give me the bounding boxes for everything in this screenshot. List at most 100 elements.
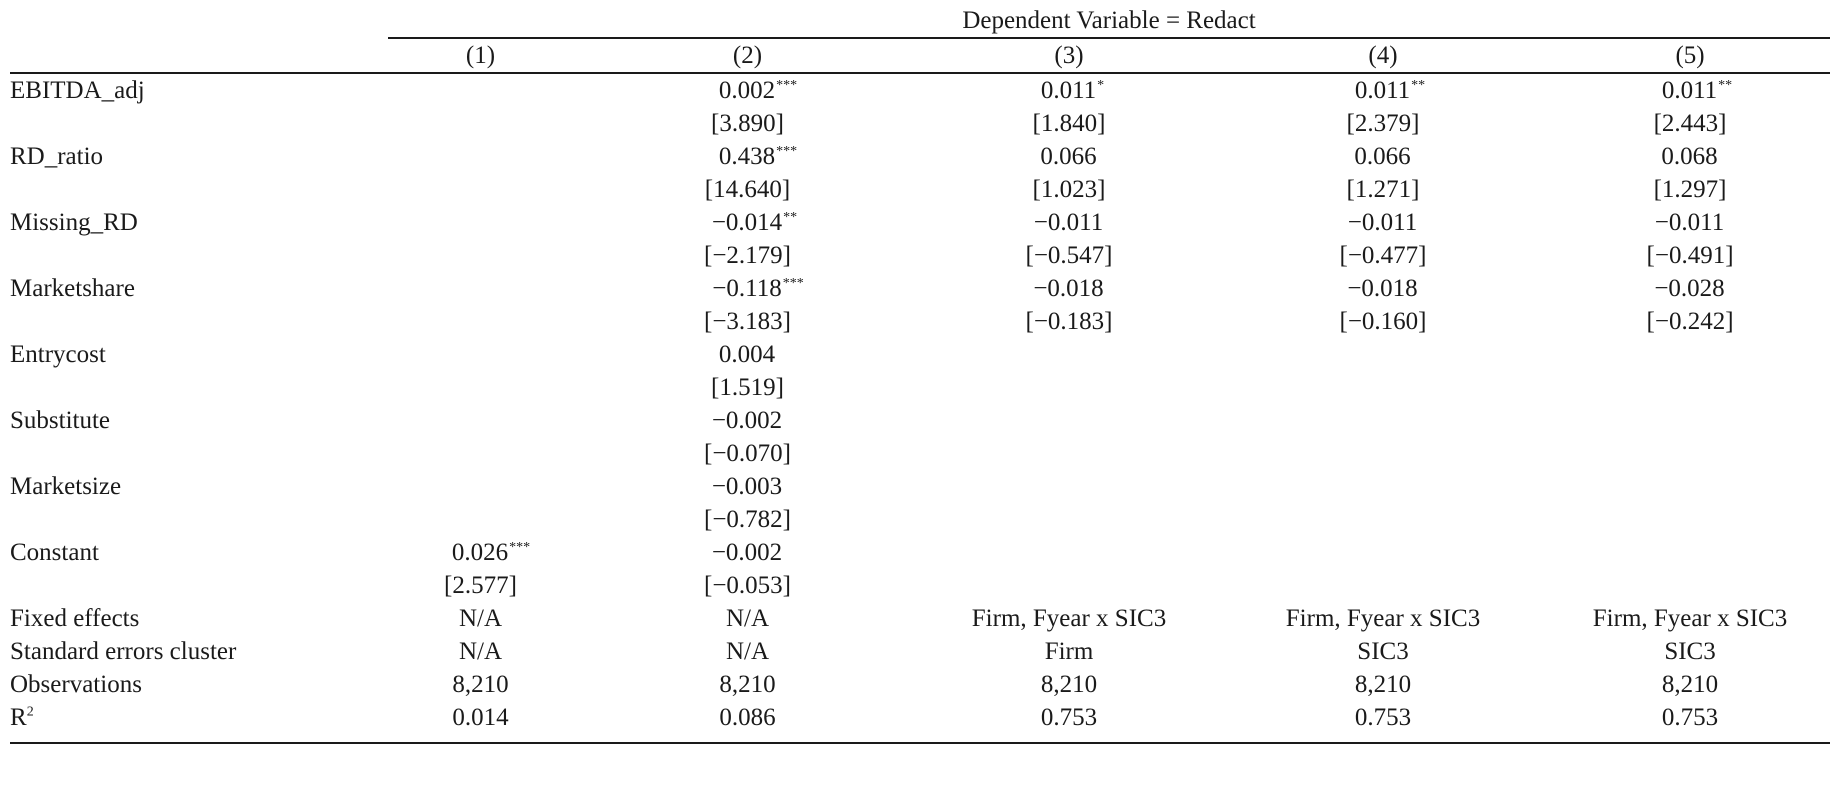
coefficient-cell	[388, 140, 573, 173]
footer-value: 0.753	[922, 701, 1216, 744]
tstat-cell: [2.443]	[1653, 110, 1727, 137]
coefficient-cell: −0.011	[922, 206, 1216, 239]
coefficient-cell	[388, 404, 573, 437]
footer-row: Observations 8,210 8,210 8,210 8,210 8,210	[10, 668, 1830, 701]
tstat-cell	[922, 437, 1216, 470]
tstat-cell	[1216, 371, 1550, 404]
footer-value: 0.753	[1216, 701, 1550, 744]
coefficient-value: −0.002	[711, 407, 783, 434]
tstat-row: [14.640] [1.023] [1.271] [1.297]	[10, 173, 1830, 206]
footer-value: 8,210	[452, 671, 509, 698]
tstat-row: [−2.179] [−0.547] [−0.477] [−0.491]	[10, 239, 1830, 272]
tstat-cell: [1.271]	[1346, 176, 1420, 203]
footer-value: 8,210	[1040, 671, 1098, 698]
tstat-cell: [−0.183]	[1025, 308, 1113, 335]
footer-value: Firm	[1044, 638, 1094, 665]
tstat-cell	[388, 305, 573, 338]
footer-value: N/A	[725, 605, 770, 632]
coefficient-value: 0.002	[718, 77, 776, 104]
footer-value: 8,210	[719, 671, 776, 698]
footer-value: Firm, Fyear x SIC3	[1592, 605, 1788, 632]
tstat-blank	[10, 437, 388, 470]
tstat-cell: [−0.053]	[704, 572, 791, 599]
coefficient-cell: −0.028	[1550, 272, 1830, 305]
variable-label: Entrycost	[10, 341, 106, 368]
tstat-blank	[10, 107, 388, 140]
tstat-cell	[388, 503, 573, 536]
tstat-cell	[1550, 503, 1830, 536]
coefficient-cell: 0.068	[1550, 140, 1830, 173]
coefficient-cell	[388, 272, 573, 305]
tstat-cell	[922, 503, 1216, 536]
coefficient-cell: 0.026***	[451, 539, 531, 566]
column-number-blank	[10, 38, 388, 74]
variable-label: Substitute	[10, 407, 111, 434]
variable-label: Missing_RD	[10, 209, 138, 236]
tstat-cell: [3.890]	[711, 110, 784, 137]
tstat-cell: [−0.477]	[1339, 242, 1427, 269]
regression-table: Dependent Variable = Redact (1) (2) (3) …	[10, 4, 1831, 744]
footer-label-text: R	[10, 704, 27, 731]
tstat-cell: [2.379]	[1346, 110, 1420, 137]
tstat-cell	[1216, 437, 1550, 470]
tstat-cell	[388, 239, 573, 272]
tstat-blank	[10, 503, 388, 536]
footer-value: 8,210	[1354, 671, 1412, 698]
coefficient-cell	[1216, 536, 1550, 569]
column-number: (1)	[388, 38, 573, 74]
tstat-cell: [1.840]	[1032, 110, 1106, 137]
footer-label-text: Observations	[10, 671, 142, 698]
coefficient-value: 0.011	[1354, 77, 1411, 104]
tstat-row: [−0.070]	[10, 437, 1830, 470]
tstat-cell	[388, 107, 573, 140]
tstat-row: [2.577] [−0.053]	[10, 569, 1830, 602]
dependent-variable-header: Dependent Variable = Redact	[388, 4, 1831, 39]
header-blank	[10, 4, 388, 38]
tstat-cell	[388, 371, 573, 404]
coefficient-cell	[1550, 338, 1830, 371]
tstat-cell	[388, 173, 573, 206]
column-number-row: (1) (2) (3) (4) (5)	[10, 38, 1831, 74]
tstat-row: [3.890] [1.840] [2.379] [2.443]	[10, 107, 1830, 140]
variable-label: Marketsize	[10, 473, 122, 500]
variable-label: RD_ratio	[10, 143, 104, 170]
coefficient-value: 0.068	[1661, 143, 1718, 170]
tstat-cell	[922, 569, 1216, 602]
tstat-blank	[10, 305, 388, 338]
column-number: (4)	[1216, 38, 1550, 74]
tstat-cell: [−3.183]	[704, 308, 791, 335]
variable-label: Constant	[10, 539, 99, 566]
tstat-cell	[1550, 371, 1830, 404]
coefficient-cell: −0.011	[1550, 206, 1830, 239]
coefficient-value: 0.004	[718, 341, 776, 368]
coefficient-row: Missing_RD −0.014** −0.011 −0.011 −0.011	[10, 206, 1830, 239]
coefficient-cell: −0.002	[573, 536, 922, 569]
coefficient-cell: 0.011*	[1040, 77, 1105, 104]
footer-label-superscript: 2	[26, 704, 34, 720]
coefficient-cell: −0.118***	[712, 275, 804, 302]
tstat-row: [−0.782]	[10, 503, 1830, 536]
tstat-cell	[1550, 569, 1830, 602]
coefficient-value: 0.438	[718, 143, 776, 170]
coefficient-cell	[1550, 536, 1830, 569]
tstat-cell	[388, 437, 573, 470]
tstat-cell	[922, 371, 1216, 404]
coefficient-cell	[388, 206, 573, 239]
tstat-cell: [−0.491]	[1646, 242, 1734, 269]
variable-label: Marketshare	[10, 275, 135, 302]
coefficient-cell	[1216, 404, 1550, 437]
coefficient-row: Substitute −0.002	[10, 404, 1830, 437]
coefficient-cell	[1216, 338, 1550, 371]
footer-value: N/A	[725, 638, 770, 665]
coefficient-cell	[1550, 470, 1830, 503]
tstat-cell: [−0.242]	[1646, 308, 1734, 335]
coefficient-row: Marketshare −0.118*** −0.018 −0.018 −0.028	[10, 272, 1830, 305]
footer-label-text: Fixed effects	[10, 605, 140, 632]
footer-row: Standard errors cluster N/A N/A Firm SIC3 SIC…	[10, 635, 1830, 668]
tstat-blank	[10, 173, 388, 206]
coefficient-cell	[1550, 404, 1830, 437]
coefficient-row: Constant 0.026*** −0.002	[10, 536, 1830, 569]
footer-label: R2	[10, 701, 388, 744]
coefficient-value: −0.011	[1654, 209, 1725, 236]
